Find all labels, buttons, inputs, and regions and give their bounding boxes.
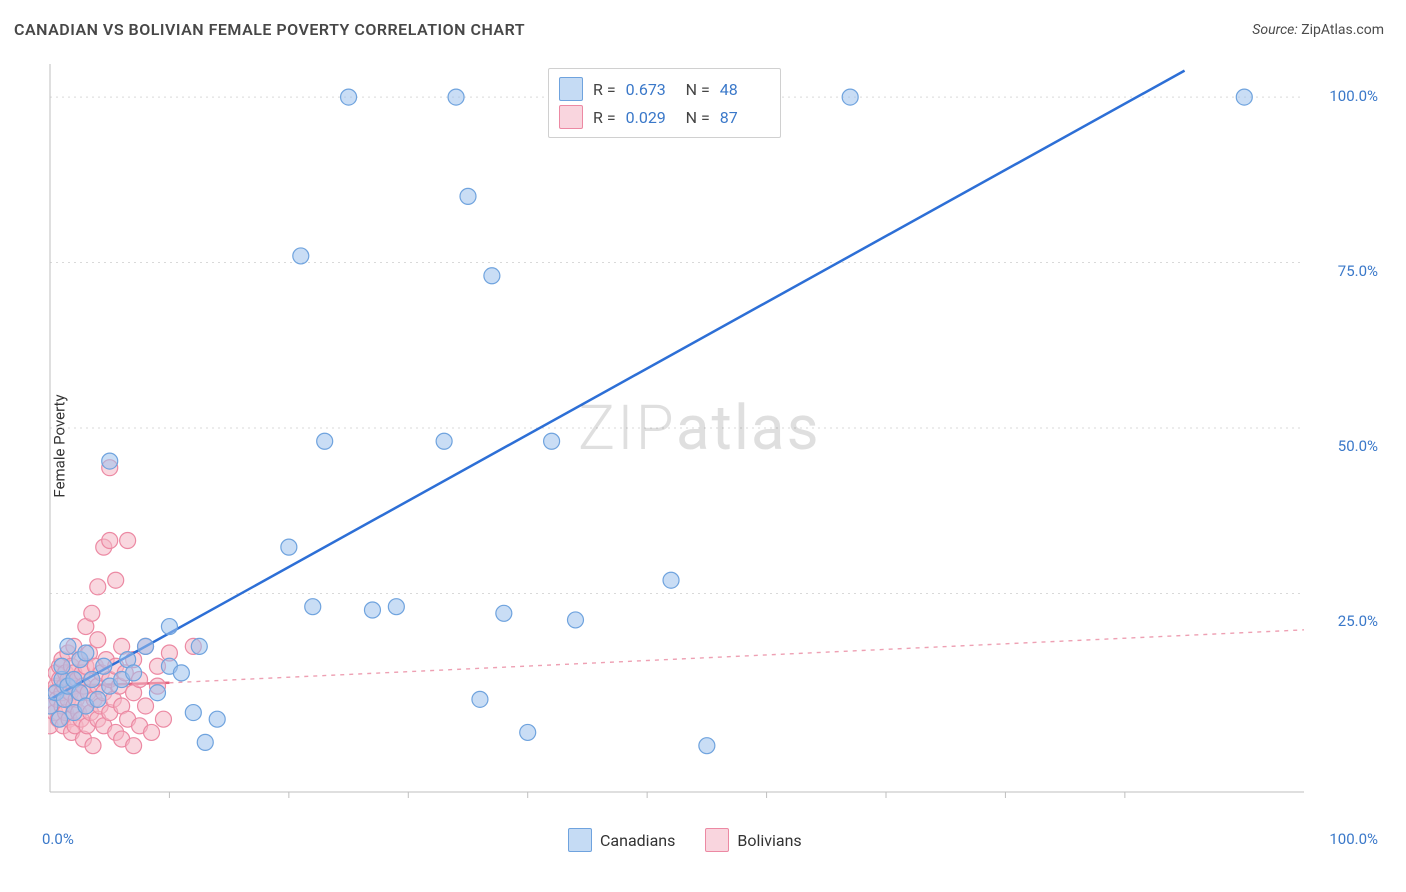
legend-label-bolivians: Bolivians <box>737 831 801 850</box>
ytick-100: 100.0% <box>1329 87 1378 105</box>
swatch-bolivians-icon <box>705 828 729 852</box>
series-legend: Canadians Bolivians <box>568 828 802 852</box>
xtick-max: 100.0% <box>1329 830 1378 848</box>
source-attribution: Source: ZipAtlas.com <box>1252 22 1384 38</box>
legend-item-bolivians: Bolivians <box>705 828 801 852</box>
source-label: Source: <box>1252 22 1297 38</box>
r-label: R = <box>593 108 616 127</box>
n-value-bolivians: 87 <box>720 108 770 127</box>
n-label: N = <box>686 80 710 99</box>
swatch-canadians-icon <box>568 828 592 852</box>
swatch-canadians <box>559 77 583 101</box>
ytick-75: 75.0% <box>1338 262 1378 280</box>
r-label: R = <box>593 80 616 99</box>
ytick-50: 50.0% <box>1338 437 1378 455</box>
xtick-min: 0.0% <box>42 830 74 848</box>
r-value-canadians: 0.673 <box>626 80 676 99</box>
n-value-canadians: 48 <box>720 80 770 99</box>
legend-label-canadians: Canadians <box>600 831 675 850</box>
r-value-bolivians: 0.029 <box>626 108 676 127</box>
n-label: N = <box>686 108 710 127</box>
source-value: ZipAtlas.com <box>1301 22 1384 38</box>
correlation-legend: R = 0.673 N = 48 R = 0.029 N = 87 <box>548 68 781 138</box>
ytick-25: 25.0% <box>1338 612 1378 630</box>
legend-item-canadians: Canadians <box>568 828 675 852</box>
scatter-plot: ZIPatlas R = 0.673 N = 48 R = 0.029 N = … <box>48 62 1384 822</box>
legend-row-canadians: R = 0.673 N = 48 <box>559 75 770 103</box>
swatch-bolivians <box>559 105 583 129</box>
legend-row-bolivians: R = 0.029 N = 87 <box>559 103 770 131</box>
chart-title: CANADIAN VS BOLIVIAN FEMALE POVERTY CORR… <box>14 20 525 39</box>
